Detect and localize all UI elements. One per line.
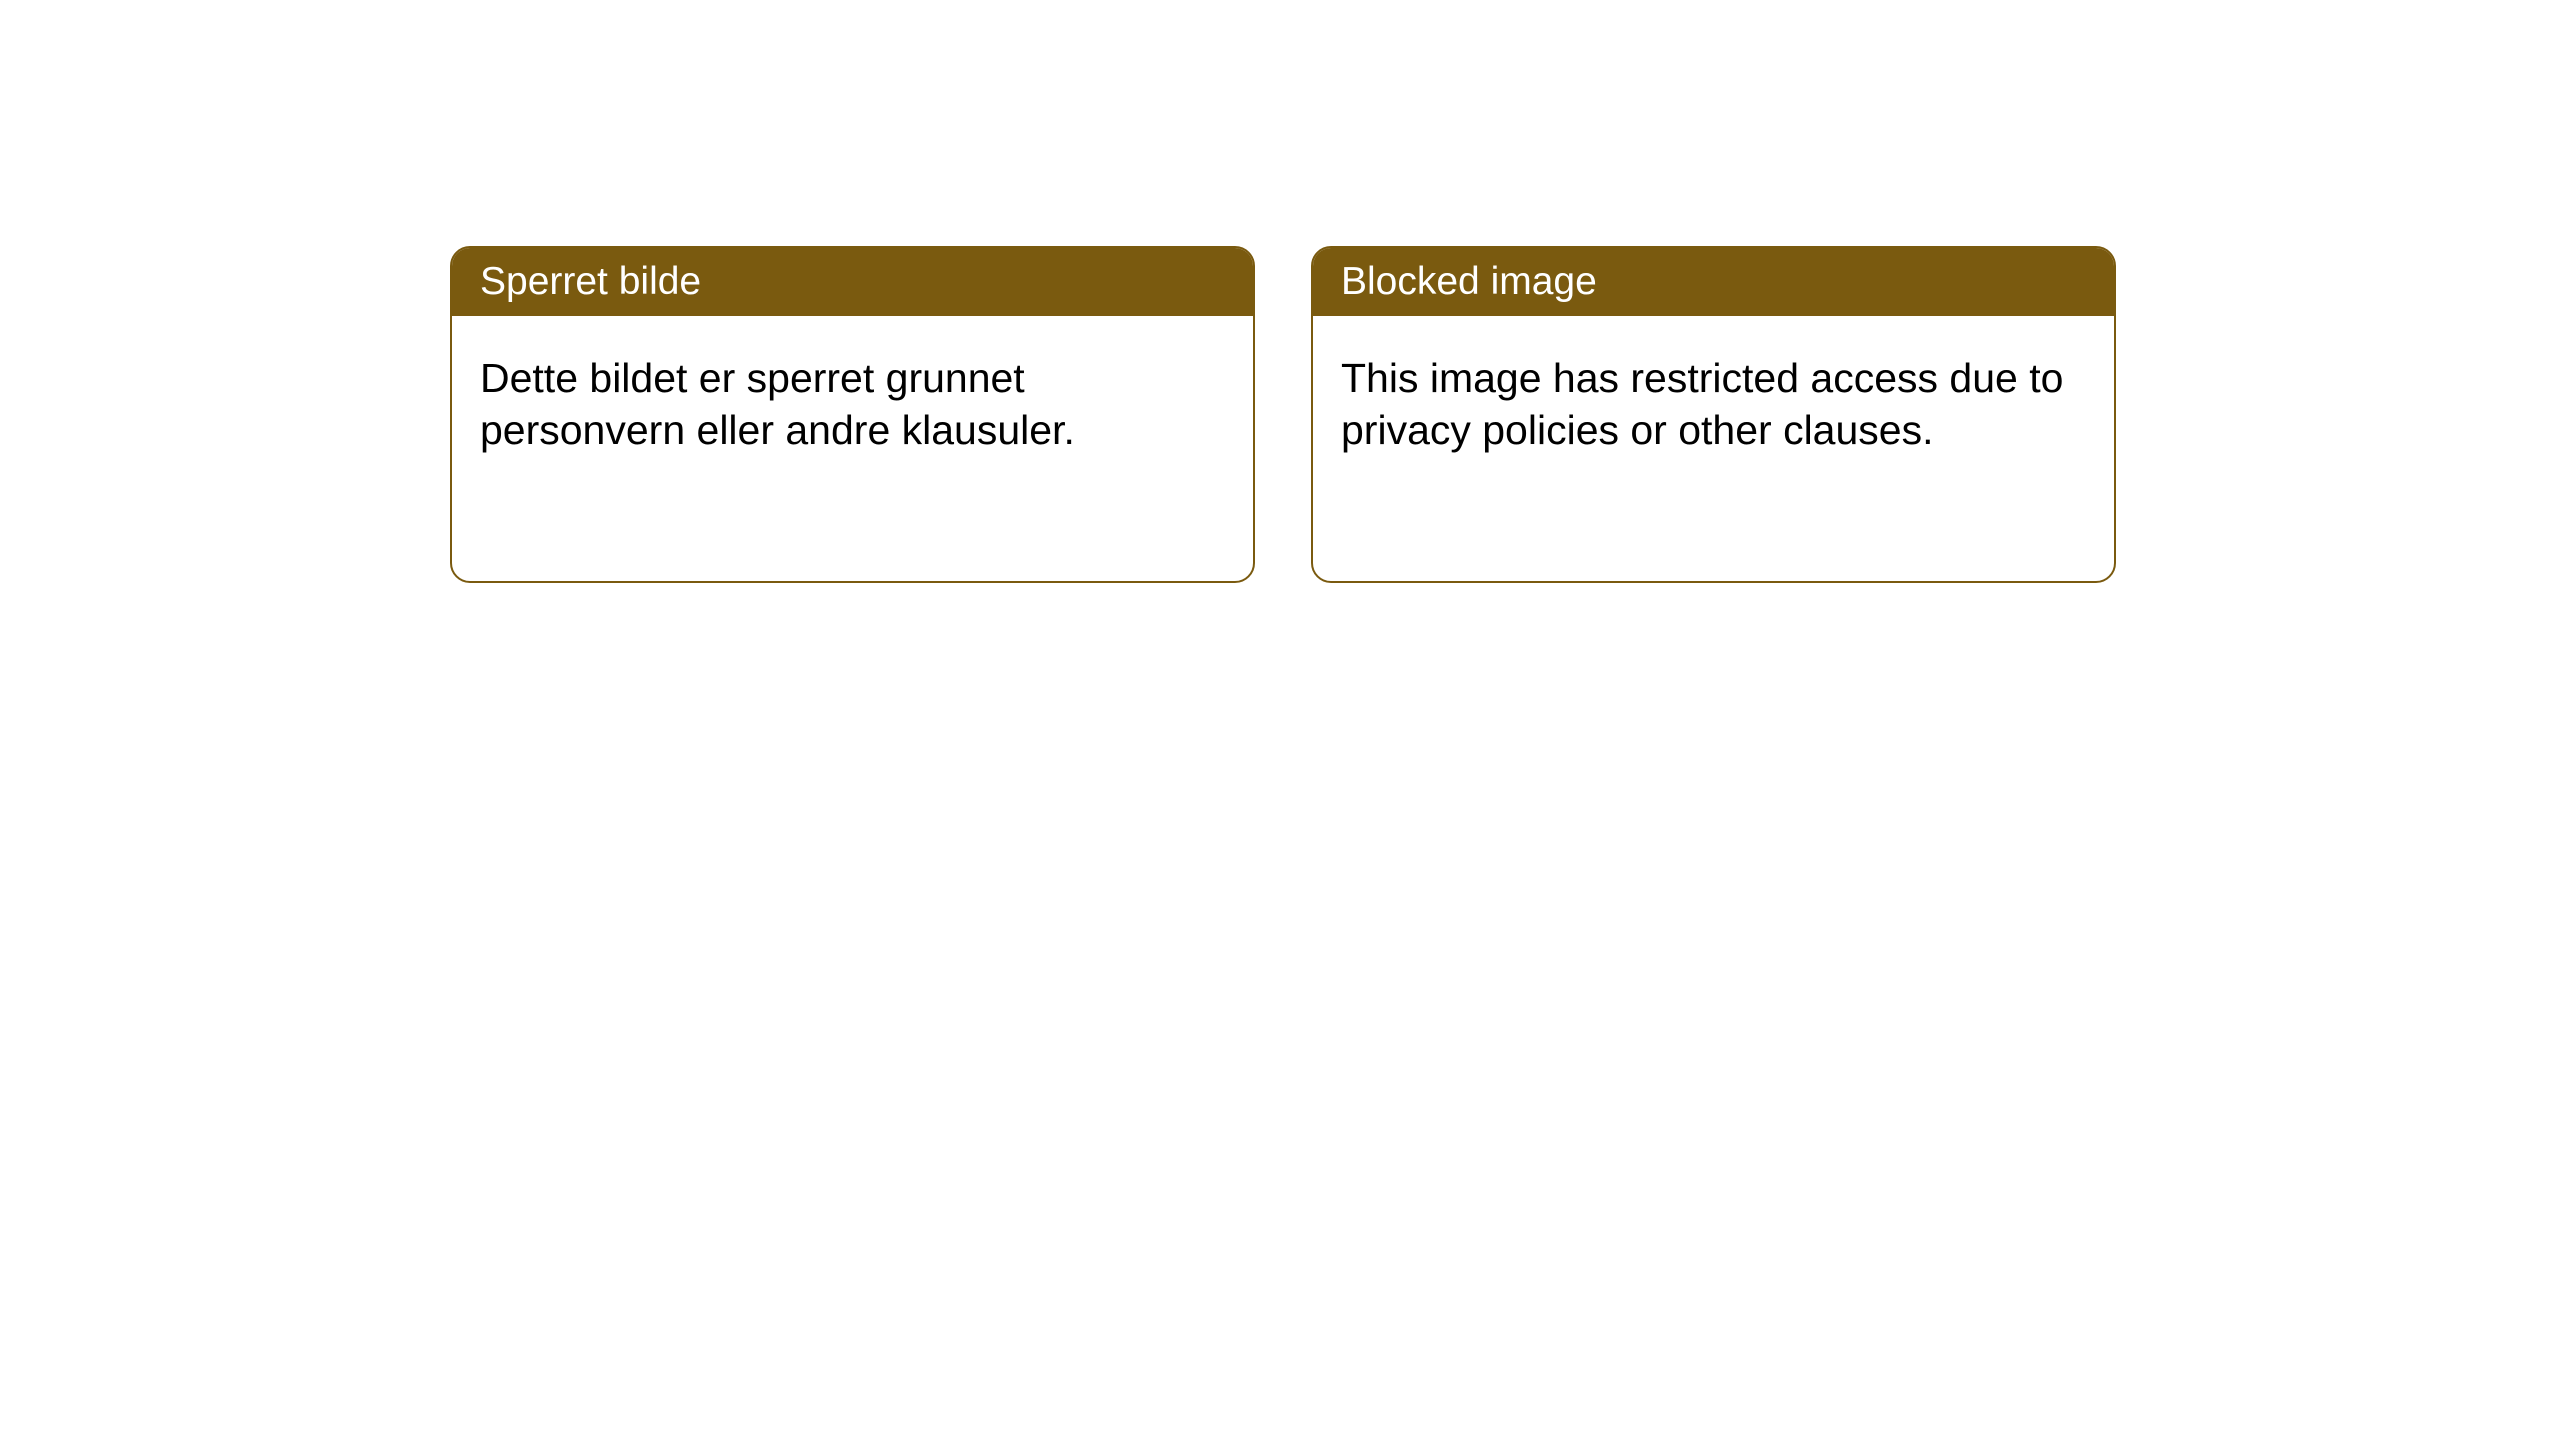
notice-body-text: This image has restricted access due to … [1341, 355, 2063, 453]
notice-card-english: Blocked image This image has restricted … [1311, 246, 2116, 583]
notice-title: Blocked image [1341, 260, 1597, 303]
notice-card-norwegian: Sperret bilde Dette bildet er sperret gr… [450, 246, 1255, 583]
notice-card-header: Sperret bilde [452, 248, 1253, 316]
notice-container: Sperret bilde Dette bildet er sperret gr… [0, 0, 2560, 583]
notice-body-text: Dette bildet er sperret grunnet personve… [480, 355, 1075, 453]
notice-title: Sperret bilde [480, 260, 701, 303]
notice-card-body: This image has restricted access due to … [1313, 316, 2114, 493]
notice-card-body: Dette bildet er sperret grunnet personve… [452, 316, 1253, 493]
notice-card-header: Blocked image [1313, 248, 2114, 316]
